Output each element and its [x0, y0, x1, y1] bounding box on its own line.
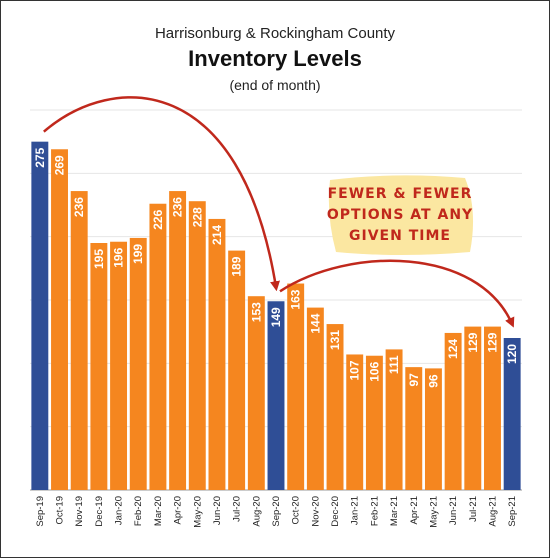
bar-dec-19 — [90, 243, 108, 490]
bar-nov-20 — [306, 307, 324, 490]
bar-jul-20 — [228, 250, 246, 490]
bar-value-label: 131 — [328, 330, 342, 350]
bar-jan-20 — [110, 241, 128, 490]
annotation-line: GIVEN TIME — [349, 228, 451, 244]
bar-feb-21 — [365, 355, 383, 490]
bar-may-21 — [424, 368, 442, 490]
bar-sep-19 — [31, 141, 49, 490]
bar-sep-20 — [267, 301, 285, 490]
bar-value-label: 106 — [367, 361, 381, 381]
bar-value-label: 195 — [92, 249, 106, 269]
bar-value-label: 196 — [112, 247, 126, 267]
x-tick-label: Apr-21 — [409, 496, 420, 525]
bar-value-label: 275 — [33, 147, 47, 167]
annotation-line: OPTIONS AT ANY — [327, 207, 473, 223]
bar-mar-20 — [149, 203, 167, 490]
annotation-note: FEWER & FEWER OPTIONS AT ANY GIVEN TIME — [327, 175, 474, 255]
x-tick-labels: Sep-19 Oct-19 Nov-19 Dec-19 Jan-20 Feb-20 Mar-… — [35, 496, 518, 528]
x-tick-label: Oct-19 — [55, 496, 66, 525]
bar-value-label: 120 — [505, 344, 519, 364]
bar-oct-19 — [51, 149, 68, 490]
chart-subtitle: Harrisonburg & Rockingham County — [154, 25, 396, 42]
bar-sep-21 — [503, 338, 521, 490]
bar-value-label: 199 — [131, 244, 145, 264]
x-tick-label: Sep-21 — [507, 496, 518, 527]
x-tick-label: May-21 — [428, 496, 439, 528]
x-tick-label: Dec-19 — [94, 496, 105, 527]
bar-mar-21 — [385, 349, 403, 490]
x-tick-label: Aug-21 — [487, 496, 498, 527]
bar-feb-20 — [129, 237, 147, 490]
bar-value-label: 189 — [230, 256, 244, 276]
x-tick-label: Jun-21 — [448, 496, 459, 525]
bar-nov-19 — [70, 191, 88, 491]
x-tick-label: Nov-19 — [74, 496, 85, 527]
x-tick-label: Sep-20 — [271, 496, 282, 527]
bar-value-label: 129 — [466, 332, 480, 352]
bar-apr-21 — [405, 367, 423, 490]
x-tick-label: Feb-20 — [133, 496, 144, 526]
chart-title: Inventory Levels — [188, 46, 362, 71]
x-tick-label: Jan-21 — [350, 496, 361, 525]
x-tick-label: Aug-20 — [251, 496, 262, 527]
bar-apr-20 — [169, 191, 187, 491]
bar-jun-21 — [444, 332, 462, 490]
x-tick-label: Feb-21 — [369, 496, 380, 526]
x-tick-label: Jul-20 — [232, 496, 243, 522]
bar-aug-21 — [484, 326, 501, 490]
bar-may-20 — [188, 201, 206, 490]
bar-oct-20 — [287, 283, 305, 490]
bar-value-label: 107 — [348, 360, 362, 380]
bar-value-label: 226 — [151, 209, 165, 229]
trend-arrows — [43, 96, 515, 328]
bar-value-label: 97 — [407, 373, 421, 387]
chart-unit-note: (end of month) — [229, 77, 321, 93]
bar-value-label: 149 — [269, 307, 283, 327]
annotation-line: FEWER & FEWER — [328, 186, 473, 202]
bar-jun-20 — [208, 218, 226, 490]
bar-value-label: 269 — [53, 155, 67, 175]
bar-value-label: 214 — [210, 225, 224, 245]
x-tick-label: May-20 — [192, 496, 203, 528]
x-tick-label: Mar-20 — [153, 496, 164, 526]
bar-jan-21 — [346, 354, 364, 490]
bar-value-label: 124 — [446, 339, 460, 359]
bar-value-label: 236 — [72, 197, 86, 217]
bar-aug-20 — [247, 296, 265, 490]
x-tick-label: Oct-20 — [291, 496, 302, 525]
trend-arrow — [43, 96, 280, 292]
bar-value-label: 236 — [171, 197, 185, 217]
trend-arrow — [279, 259, 515, 328]
bar-value-label: 153 — [249, 302, 263, 322]
bars — [31, 141, 521, 491]
bar-value-label: 111 — [387, 355, 401, 374]
bar-value-label: 129 — [485, 332, 499, 352]
x-tick-label: Jan-20 — [114, 496, 125, 525]
note-background — [328, 175, 474, 255]
x-tick-label: Dec-20 — [330, 496, 341, 527]
bar-value-label: 96 — [426, 374, 440, 388]
bar-value-label: 228 — [190, 207, 204, 227]
x-tick-label: Jul-21 — [468, 496, 479, 522]
x-tick-label: Mar-21 — [389, 496, 400, 526]
x-tick-label: Sep-19 — [35, 496, 46, 527]
x-tick-label: Apr-20 — [173, 496, 184, 525]
bar-value-label: 144 — [308, 313, 322, 333]
bar-value-label: 163 — [289, 289, 303, 309]
bar-dec-20 — [326, 324, 344, 490]
bar-value-labels: 275 269 236 195 196 199 226 236 228 214 189 153 149 1… — [33, 147, 519, 387]
bar-jul-21 — [464, 326, 482, 490]
x-tick-label: Nov-20 — [310, 496, 321, 527]
x-tick-label: Jun-20 — [212, 496, 223, 525]
